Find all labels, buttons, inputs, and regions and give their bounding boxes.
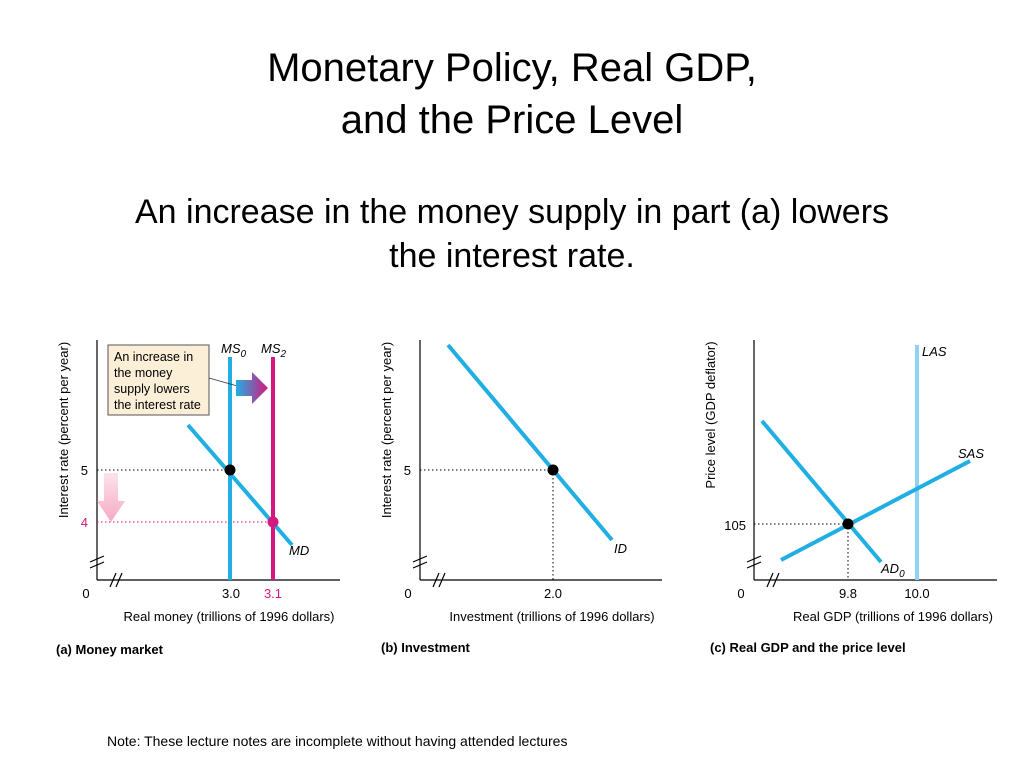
x-axis-label: Real GDP (trillions of 1996 dollars) <box>793 609 993 624</box>
annotation-line: the money <box>114 366 173 380</box>
id-curve <box>446 343 614 542</box>
x-tick-label: 2.0 <box>544 586 562 601</box>
annotation-pointer <box>208 377 242 388</box>
slide-subtitle: An increase in the money supply in part … <box>50 190 974 278</box>
x-axis-break <box>766 572 780 588</box>
x-axis-break <box>432 572 446 588</box>
y-axis-break <box>89 555 105 569</box>
equilibrium-point <box>842 518 854 530</box>
equilibrium-point <box>224 464 236 476</box>
equilibrium-point <box>267 516 279 528</box>
slide-subtitle-line1: An increase in the money supply in part … <box>134 193 890 231</box>
ms0-label: MS0 <box>221 341 247 360</box>
x-tick-label: 3.0 <box>222 586 240 601</box>
y-axis-label: Price level (GDP deflator) <box>703 341 718 488</box>
sas-curve <box>780 459 971 562</box>
interest-rate-down-arrow <box>97 473 125 522</box>
origin-label: 0 <box>737 586 744 601</box>
x-tick-label: 9.8 <box>839 586 857 601</box>
slide-title-line1: Monetary Policy, Real GDP, <box>267 46 757 90</box>
md-label: MD <box>289 543 309 558</box>
x-axis-label: Real money (trillions of 1996 dollars) <box>124 609 335 624</box>
y-axis-label: Interest rate (percent per year) <box>56 342 71 518</box>
shift-arrow <box>236 372 268 404</box>
id-label: ID <box>614 541 627 556</box>
y-tick-label: 4 <box>81 515 88 530</box>
chart-caption: (b) Investment <box>381 640 471 655</box>
sas-label: SAS <box>958 446 984 461</box>
annotation-box <box>107 344 210 416</box>
chart-caption: (a) Money market <box>56 642 164 657</box>
ad0-curve <box>760 419 883 564</box>
annotation-line: supply lowers <box>114 382 190 396</box>
slide-subtitle-line2: the interest rate. <box>389 237 635 275</box>
slide-title: Monetary Policy, Real GDP, and the Price… <box>0 42 1024 146</box>
y-axis-label: Interest rate (percent per year) <box>379 342 394 518</box>
equilibrium-point <box>547 464 559 476</box>
real-gdp-price-level-chart: Price level (GDP deflator) 0 105 9.8 10.… <box>703 340 997 655</box>
y-tick-label: 105 <box>724 518 746 533</box>
ad0-label: AD0 <box>880 561 905 580</box>
x-axis-break <box>109 572 123 588</box>
slide-title-line2: and the Price Level <box>340 98 684 142</box>
md-curve <box>186 423 294 547</box>
las-label: LAS <box>922 344 947 359</box>
chart-caption: (c) Real GDP and the price level <box>710 640 906 655</box>
x-tick-label: 3.1 <box>264 586 282 601</box>
y-tick-label: 5 <box>404 463 411 478</box>
x-tick-label: 10.0 <box>904 586 929 601</box>
investment-chart: Interest rate (percent per year) 0 5 2.0… <box>379 340 662 655</box>
origin-label: 0 <box>404 586 411 601</box>
footnote: Note: These lecture notes are incomplete… <box>107 733 568 749</box>
origin-label: 0 <box>82 586 89 601</box>
annotation-line: the interest rate <box>114 398 201 412</box>
x-axis-label: Investment (trillions of 1996 dollars) <box>449 609 654 624</box>
ms2-label: MS2 <box>261 341 287 360</box>
y-axis-break <box>746 555 762 569</box>
annotation-line: An increase in <box>114 350 193 364</box>
y-tick-label: 5 <box>81 463 88 478</box>
money-market-chart: Interest rate (percent per year) 0 5 4 3… <box>56 340 340 657</box>
y-axis-break <box>412 555 428 569</box>
